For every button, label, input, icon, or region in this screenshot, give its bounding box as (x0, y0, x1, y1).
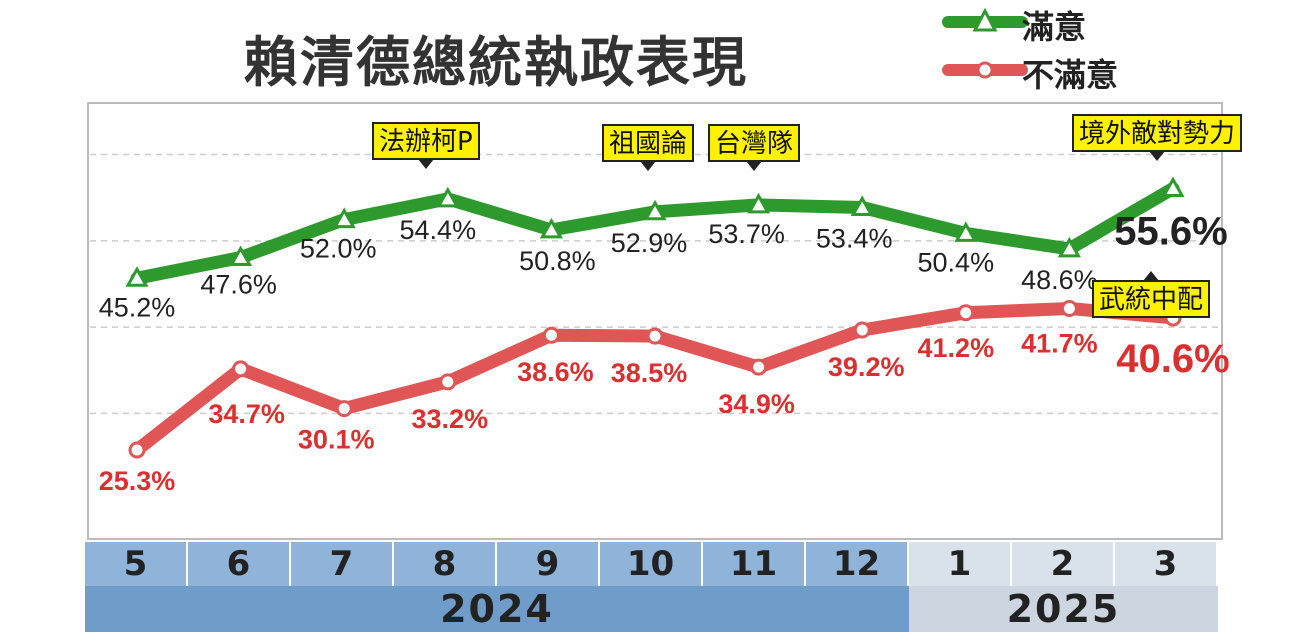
data-point-satisfied (850, 195, 874, 216)
annotation-callout: 法辦柯P (372, 122, 480, 169)
data-label-satisfied: 50.4% (918, 247, 995, 277)
annotation-callout: 台灣隊 (708, 124, 801, 171)
month-tick-label: 11 (703, 542, 806, 586)
data-point-satisfied (1057, 236, 1081, 258)
data-point-satisfied (332, 207, 356, 229)
data-point-satisfied (229, 245, 253, 267)
chart-title: 賴清德總統執政表現 (244, 31, 748, 94)
data-label-satisfied: 50.8% (519, 246, 596, 276)
data-label-satisfied: 47.6% (200, 270, 277, 300)
data-label-dissatisfied: 34.7% (208, 399, 285, 429)
annotation-callout: 武統中配 (1092, 271, 1211, 318)
month-tick-label: 9 (497, 542, 600, 586)
annotation-callout: 祖國論 (602, 124, 695, 171)
year-label: 2025 (909, 586, 1218, 632)
annotation-callout: 境外敵對勢力 (1072, 114, 1243, 161)
data-label-dissatisfied: 38.5% (611, 358, 688, 388)
month-tick-label: 2 (1012, 542, 1115, 586)
data-point-dissatisfied (232, 360, 250, 378)
data-point-satisfied (1161, 176, 1185, 197)
data-label-satisfied: 45.2% (99, 292, 176, 322)
data-label-satisfied: 53.4% (816, 223, 893, 253)
data-label-dissatisfied: 34.9% (718, 389, 795, 419)
data-label-dissatisfied: 38.6% (517, 357, 594, 387)
data-point-dissatisfied (750, 358, 768, 376)
data-point-dissatisfied (1060, 299, 1078, 317)
month-tick-label: 7 (291, 542, 394, 586)
month-axis: 5 6 7 8 9 10 11 12 1 2 3 (85, 542, 1218, 586)
month-tick-label: 3 (1115, 542, 1218, 586)
data-label-satisfied: 53.7% (708, 219, 785, 249)
data-label-satisfied: 54.4% (400, 215, 477, 245)
data-point-satisfied (125, 266, 149, 287)
data-label-dissatisfied: 39.2% (828, 352, 905, 382)
data-point-dissatisfied (853, 321, 871, 339)
data-label-dissatisfied: 40.6% (1116, 337, 1229, 381)
data-point-dissatisfied (542, 326, 560, 344)
data-label-satisfied: 52.9% (611, 228, 688, 258)
month-tick-label: 5 (85, 542, 188, 586)
month-tick-label: 12 (806, 542, 909, 586)
series-layer (125, 176, 1185, 459)
data-point-dissatisfied (335, 400, 353, 418)
data-label-dissatisfied: 25.3% (99, 466, 176, 496)
plot-frame (87, 102, 1223, 540)
data-point-dissatisfied (957, 304, 975, 322)
year-axis: 2024 2025 (85, 586, 1218, 632)
data-point-satisfied (539, 217, 563, 239)
month-tick-label: 1 (909, 542, 1012, 586)
data-label-dissatisfied: 33.2% (412, 404, 489, 434)
data-point-satisfied (643, 199, 667, 221)
data-label-satisfied: 52.0% (300, 234, 377, 264)
legend (942, 7, 1028, 79)
data-label-satisfied: 48.6% (1021, 265, 1098, 295)
data-point-dissatisfied (439, 373, 457, 391)
data-point-dissatisfied (128, 441, 146, 459)
year-label: 2024 (85, 586, 909, 632)
data-point-dissatisfied (646, 327, 664, 345)
legend-label-satisfied: 滿意 (1022, 8, 1087, 46)
data-point-satisfied (436, 186, 460, 208)
data-label-dissatisfied: 41.2% (918, 333, 995, 363)
legend-marker-dissatisfied (976, 61, 994, 79)
month-tick-label: 6 (188, 542, 291, 586)
legend-marker-satisfied (972, 7, 998, 32)
data-label-dissatisfied: 41.7% (1021, 328, 1098, 358)
month-tick-label: 8 (394, 542, 497, 586)
data-labels: 45.2% 47.6% 52.0% 54.4% 50.8% 52.9% 53.7% 53.4%… (99, 210, 1230, 497)
data-point-satisfied (747, 192, 771, 214)
data-point-satisfied (954, 221, 978, 242)
month-tick-label: 10 (600, 542, 703, 586)
data-label-satisfied: 55.6% (1114, 210, 1227, 254)
data-label-dissatisfied: 30.1% (298, 425, 375, 455)
legend-label-dissatisfied: 不滿意 (1022, 56, 1119, 94)
